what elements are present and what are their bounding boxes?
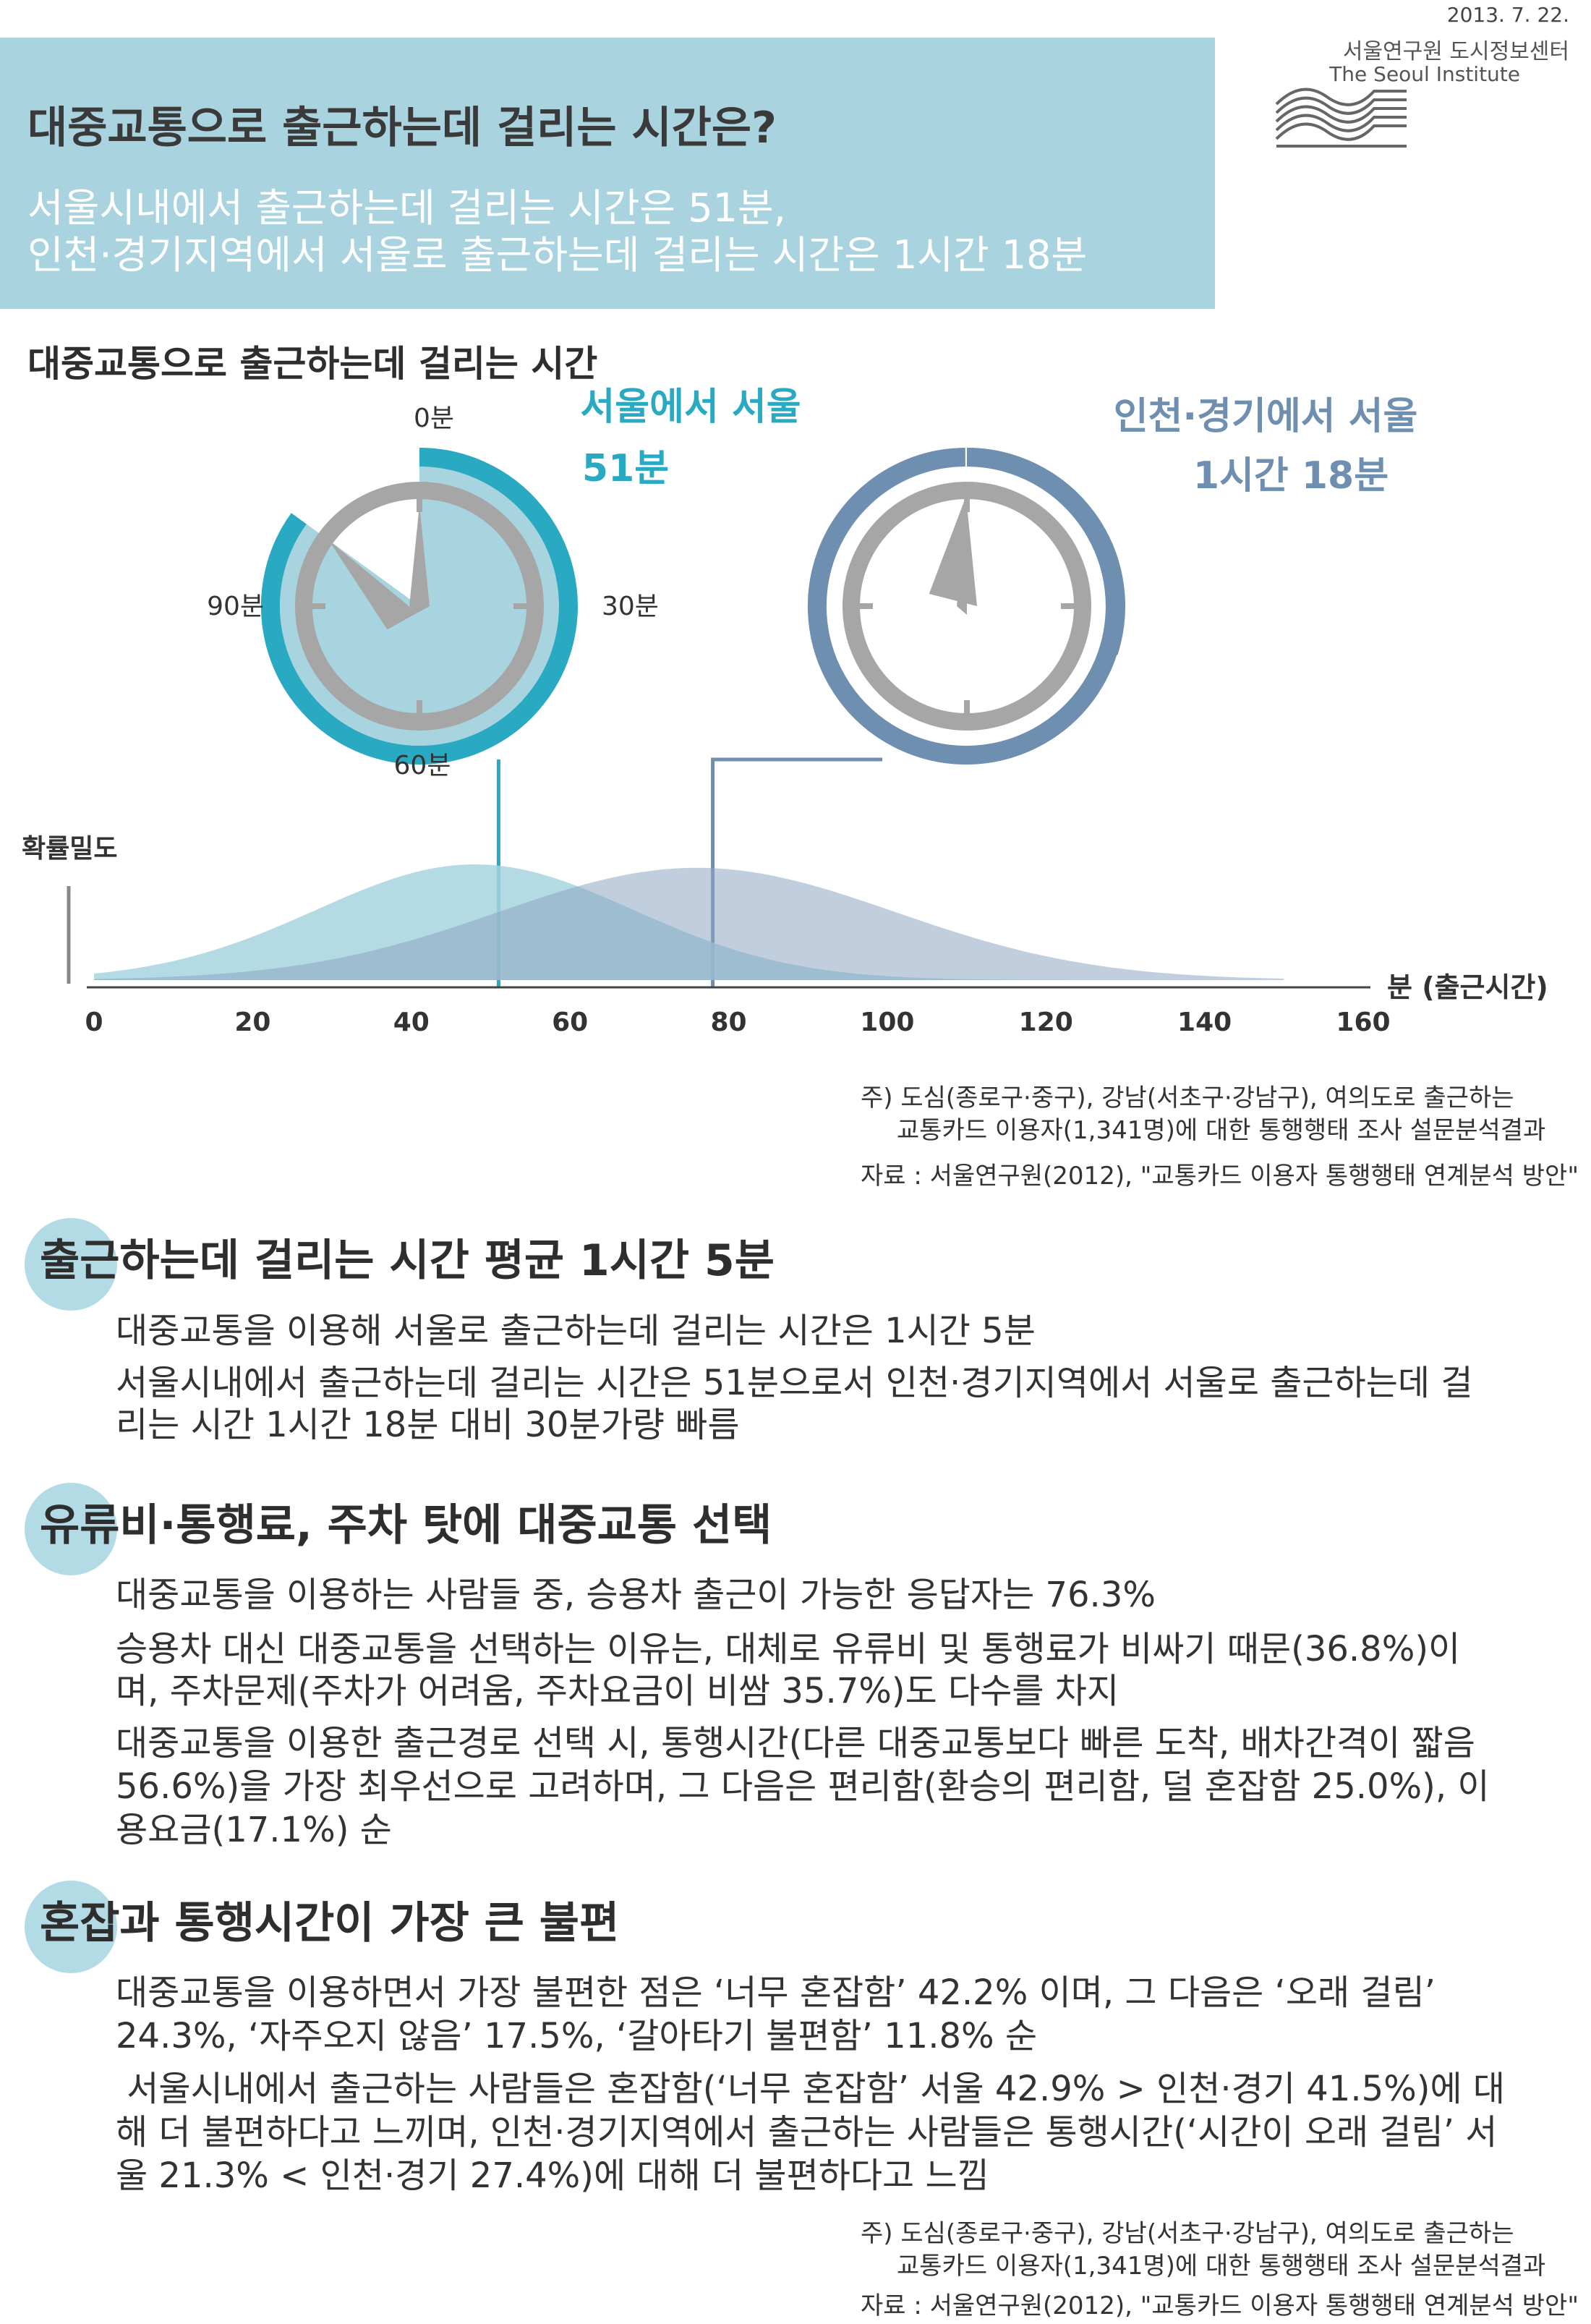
x-tick-label: 100 [860,1008,914,1037]
section-1-title: 출근하는데 걸리는 시간 평균 1시간 5분 [40,1235,775,1286]
subtitle-line-2: 인천·경기지역에서 서울로 출근하는데 걸리는 시간은 1시간 18분 [27,232,1088,278]
chart-title: 대중교통으로 출근하는데 걸리는 시간 [27,343,597,385]
section-2-circle [25,1483,117,1575]
x-tick-label: 60 [552,1008,588,1037]
footer-note-2: 교통카드 이용자(1,341명)에 대한 통행행태 조사 설문분석결과 [897,2252,1546,2281]
x-axis-ticks: 0 20 40 60 80 100 120 140 160 [85,1008,1390,1037]
section-3-line-2: 24.3%, ‘자주오지 않음’ 17.5%, ‘갈아타기 불편함’ 11.8%… [116,2016,1038,2056]
clock-label-60: 60분 [394,751,451,780]
incheon-overflow-arc [966,448,1125,655]
section-3-circle [25,1881,117,1973]
seoul-clock-face [295,482,544,731]
seoul-series-value: 51분 [582,447,669,490]
x-tick-label: 140 [1177,1008,1232,1037]
incheon-clock-face [843,482,1091,731]
seoul-institute-logo [1275,88,1407,148]
x-tick-label: 0 [85,1008,103,1037]
clock-incheon [807,448,1125,765]
chart-note-1: 주) 도심(종로구·중구), 강남(서초구·강남구), 여의도로 출근하는 [861,1084,1514,1112]
section-2-line-4: 대중교통을 이용한 출근경로 선택 시, 통행시간(다른 대중교통보다 빠른 도… [116,1723,1475,1763]
clock-label-0: 0분 [414,404,454,433]
section-3-line-1: 대중교통을 이용하면서 가장 불편한 점은 ‘너무 혼잡함’ 42.2% 이며,… [116,1972,1436,2013]
section-2-line-5: 56.6%)을 가장 최우선으로 고려하며, 그 다음은 편리함(환승의 편리함… [116,1766,1490,1807]
section-2-line-6: 용요금(17.1%) 순 [116,1810,392,1850]
section-2-line-3: 며, 주차문제(주차가 어려움, 주차요금이 비쌈 35.7%)도 다수를 차지 [116,1671,1119,1711]
section-1-circle [25,1218,117,1311]
incheon-series-value: 1시간 18분 [1193,454,1389,498]
section-2-line-2: 승용차 대신 대중교통을 선택하는 이유는, 대체로 유류비 및 통행료가 비싸… [116,1629,1461,1669]
x-tick-label: 120 [1019,1008,1073,1037]
chart-note-2: 교통카드 이용자(1,341명)에 대한 통행행태 조사 설문분석결과 [897,1116,1546,1145]
footer-source: 자료 : 서울연구원(2012), "교통카드 이용자 통행행태 연계분석 방안… [861,2291,1579,2320]
incheon-series-name: 인천·경기에서 서울 [1114,395,1418,438]
section-1-line-3: 리는 시간 1시간 18분 대비 30분가량 빠름 [116,1405,740,1445]
x-tick-label: 20 [234,1008,270,1037]
x-tick-label: 80 [710,1008,746,1037]
x-tick-label: 160 [1336,1008,1390,1037]
section-1-line-2: 서울시내에서 출근하는데 걸리는 시간은 51분으로서 인천·경기지역에서 서울… [116,1363,1473,1403]
section-1-line-1: 대중교통을 이용해 서울로 출근하는데 걸리는 시간은 1시간 5분 [116,1311,1036,1351]
incheon-clock-hands [929,494,977,615]
y-axis-label: 확률밀도 [22,834,117,864]
section-3-title: 혼잡과 통행시간이 가장 큰 불편 [40,1898,620,1949]
clock-label-90: 90분 [207,592,264,621]
footer-note-1: 주) 도심(종로구·중구), 강남(서초구·강남구), 여의도로 출근하는 [861,2219,1514,2248]
x-tick-label: 40 [393,1008,430,1037]
publish-date: 2013. 7. 22. [1446,3,1569,27]
chart-source: 자료 : 서울연구원(2012), "교통카드 이용자 통행행태 연계분석 방안… [861,1162,1579,1191]
density-area-incheon [94,867,1284,980]
header-banner [0,38,1215,309]
org-name-english: The Seoul Institute [1329,62,1520,86]
section-3-line-3: 서울시내에서 출근하는 사람들은 혼잡함(‘너무 혼잡함’ 서울 42.9% >… [116,2069,1506,2109]
section-2-title: 유류비·통행료, 주차 탓에 대중교통 선택 [40,1500,772,1551]
section-3-line-4: 해 더 불편하다고 느끼며, 인천·경기지역에서 출근하는 사람들은 통행시간(… [116,2112,1498,2153]
clock-seoul: 0분 30분 60분 90분 [207,404,659,780]
org-name-korean: 서울연구원 도시정보센터 [1342,39,1569,64]
x-axis-label: 분 (출근시간) [1387,971,1548,1003]
section-3-line-5: 울 21.3% < 인천·경기 27.4%)에 대해 더 불편하다고 느낌 [116,2155,989,2196]
seoul-series-name: 서울에서 서울 [580,386,801,429]
seoul-clock-hands [328,505,430,630]
page-title: 대중교통으로 출근하는데 걸리는 시간은? [27,103,777,153]
section-2-line-1: 대중교통을 이용하는 사람들 중, 승용차 출근이 가능한 응답자는 76.3% [116,1575,1156,1615]
seoul-time-arc [260,448,578,765]
subtitle-line-1: 서울시내에서 출근하는데 걸리는 시간은 51분, [27,185,786,231]
commute-time-chart: 대중교통으로 출근하는데 걸리는 시간 0분 30분 60분 90분 서울에서 … [22,343,1548,1037]
clock-label-30: 30분 [602,592,659,621]
